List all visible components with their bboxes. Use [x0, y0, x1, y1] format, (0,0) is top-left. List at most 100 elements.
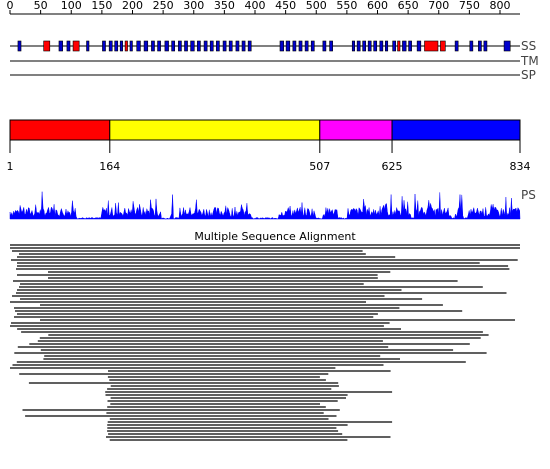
ruler-tick-label: 450: [275, 0, 296, 12]
ruler-tick-label: 500: [306, 0, 327, 12]
domain-segment: [9, 119, 111, 141]
sp-track: SP: [10, 68, 536, 82]
helix-segment: [72, 40, 80, 52]
sequence-ruler: 0 50 100 150 200 250 300 350 400 450 500 550 600 650 7…: [7, 0, 520, 15]
tm-track-label: TM: [520, 54, 539, 68]
strand-segment: [136, 40, 141, 52]
strand-segment: [285, 40, 291, 52]
ruler-tick-label: 250: [153, 0, 174, 12]
domain-boundary-label: 834: [510, 160, 531, 173]
strand-segment: [408, 40, 412, 52]
helix-segment: [124, 40, 128, 52]
strand-segment: [102, 40, 106, 52]
strand-segment: [108, 40, 113, 52]
strand-segment: [416, 40, 422, 52]
strand-segment: [235, 40, 240, 52]
strand-segment: [454, 40, 459, 52]
msa-rows: [10, 244, 520, 441]
strand-segment: [228, 40, 233, 52]
helix-segment: [43, 40, 51, 52]
ruler-tick-label: 550: [336, 0, 357, 12]
strand-segment: [171, 40, 175, 52]
msa-title: Multiple Sequence Alignment: [194, 230, 356, 243]
strand-segment: [129, 40, 133, 52]
strand-segment: [351, 40, 355, 52]
strand-segment: [483, 40, 488, 52]
ruler-tick-label: 100: [61, 0, 82, 12]
strand-segment: [197, 40, 201, 52]
strand-segment: [157, 40, 161, 52]
strand-segment: [503, 40, 511, 52]
strand-segment: [203, 40, 208, 52]
strand-segment: [216, 40, 220, 52]
ruler-tick-label: 650: [398, 0, 419, 12]
strand-segment: [247, 40, 252, 52]
ruler-tick-label: 600: [367, 0, 388, 12]
domain-bar: [9, 119, 521, 141]
ps-track-label: PS: [521, 188, 536, 202]
strand-segment: [469, 40, 474, 52]
strand-segment: [143, 40, 149, 52]
helix-segment: [440, 40, 446, 52]
strand-segment: [392, 40, 397, 52]
ruler-tick-label: 350: [214, 0, 235, 12]
strand-segment: [190, 40, 195, 52]
msa-panel: Multiple Sequence Alignment: [10, 230, 520, 441]
strand-segment: [292, 40, 297, 52]
strand-segment: [362, 40, 367, 52]
domain-boundary-label: 625: [382, 160, 403, 173]
strand-segment: [164, 40, 169, 52]
strand-segment: [66, 40, 71, 52]
ruler-tick-label: 50: [34, 0, 48, 12]
ruler-tick-label: 400: [245, 0, 266, 12]
helix-segment: [424, 40, 439, 52]
strand-segment: [310, 40, 315, 52]
strand-segment: [222, 40, 227, 52]
ss-track-label: SS: [521, 39, 536, 53]
strand-segment: [279, 40, 284, 52]
strand-segment: [402, 40, 407, 52]
strand-segment: [322, 40, 327, 52]
strand-segment: [209, 40, 214, 52]
domain-boundaries: 1 164 507 625 834: [7, 140, 531, 173]
ps-profile: [9, 191, 521, 220]
strand-segment: [379, 40, 384, 52]
strand-segment: [367, 40, 372, 52]
ss-track: SS: [10, 39, 536, 53]
ruler-tick-label: 800: [490, 0, 511, 12]
ruler-tick-label: 700: [428, 0, 449, 12]
ps-track: PS: [9, 188, 536, 220]
strand-segment: [17, 40, 22, 52]
domain-boundary-label: 164: [99, 160, 120, 173]
strand-segment: [151, 40, 155, 52]
ruler-tick-label: 0: [7, 0, 14, 12]
helix-segment: [397, 40, 401, 52]
domain-segment: [319, 119, 393, 141]
strand-segment: [119, 40, 123, 52]
tm-track: TM: [10, 54, 539, 68]
domain-boundary-label: 1: [7, 160, 14, 173]
strand-segment: [114, 40, 119, 52]
domain-segment: [391, 119, 521, 141]
ruler-tick-label: 300: [183, 0, 204, 12]
ss-segments: [17, 40, 511, 52]
ruler-tick-label: 150: [91, 0, 112, 12]
sp-track-label: SP: [521, 68, 536, 82]
strand-segment: [178, 40, 182, 52]
strand-segment: [86, 40, 90, 52]
strand-segment: [385, 40, 389, 52]
ruler-tick-label: 200: [122, 0, 143, 12]
strand-segment: [298, 40, 303, 52]
domain-boundary-label: 507: [309, 160, 330, 173]
strand-segment: [184, 40, 188, 52]
domain-segment: [109, 119, 321, 141]
strand-segment: [58, 40, 63, 52]
strand-segment: [329, 40, 333, 52]
strand-segment: [373, 40, 378, 52]
ruler-tick-label: 750: [459, 0, 480, 12]
strand-segment: [356, 40, 361, 52]
strand-segment: [241, 40, 246, 52]
strand-segment: [478, 40, 482, 52]
